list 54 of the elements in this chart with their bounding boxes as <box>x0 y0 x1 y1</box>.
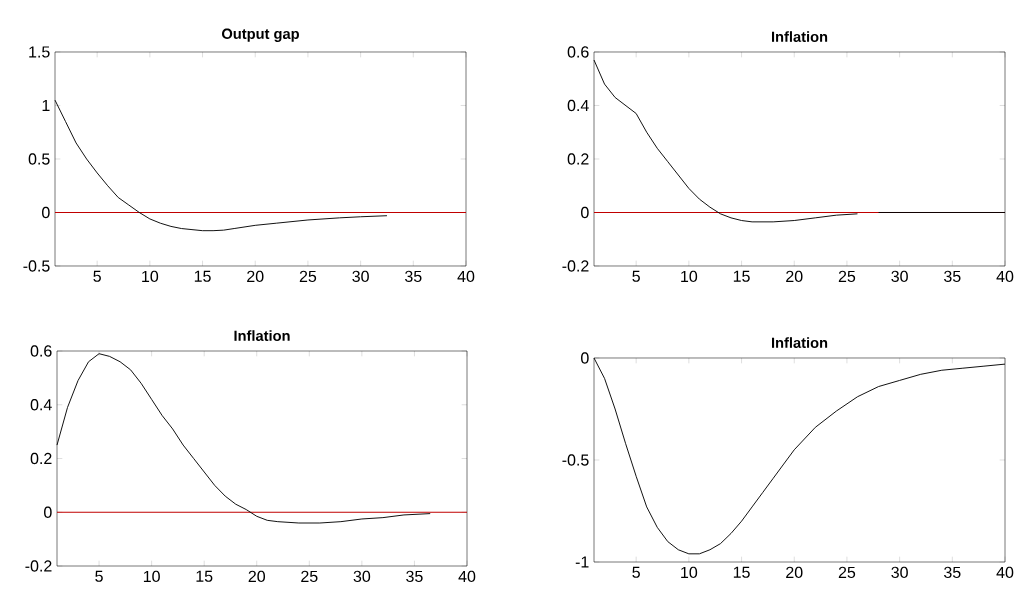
x-tick-label: 40 <box>458 570 476 583</box>
x-tick-label: 25 <box>838 566 856 579</box>
x-tick-label: 25 <box>299 270 317 283</box>
x-tick-label: 15 <box>194 270 211 282</box>
x-tick-label: 20 <box>248 570 266 583</box>
x-tick-label: 15 <box>196 570 213 582</box>
y-tick-label: 0 <box>581 352 589 364</box>
x-tick-label: 15 <box>733 566 750 578</box>
x-tick-label: 10 <box>142 270 159 283</box>
x-tick-label: 5 <box>632 566 640 578</box>
x-tick-label: 35 <box>406 570 423 583</box>
y-tick-label: 0.5 <box>28 153 50 165</box>
x-tick-label: 30 <box>891 566 908 579</box>
x-tick-label: 10 <box>143 570 160 583</box>
x-tick-label: 35 <box>944 566 961 579</box>
y-tick-label: -1 <box>575 556 589 568</box>
y-tick-label: 0 <box>44 506 52 518</box>
x-tick-label: 20 <box>786 270 803 283</box>
x-tick-label: 40 <box>996 566 1014 579</box>
y-tick-label: -0.2 <box>25 560 52 572</box>
y-tick-label: -0.2 <box>562 260 589 272</box>
x-tick-label: 5 <box>93 270 101 282</box>
x-tick-label: 10 <box>681 566 698 579</box>
y-tick-label: -0.5 <box>562 454 589 466</box>
chart-title: Inflation <box>234 330 290 341</box>
y-tick-label: -0.5 <box>23 260 50 272</box>
x-tick-label: 30 <box>352 270 369 283</box>
x-tick-label: 35 <box>405 270 422 283</box>
x-tick-label: 20 <box>786 566 803 579</box>
x-tick-label: 35 <box>944 270 961 283</box>
x-tick-label: 30 <box>353 570 371 583</box>
x-tick-label: 25 <box>301 570 318 583</box>
x-tick-label: 25 <box>838 270 856 283</box>
x-tick-label: 5 <box>632 270 640 282</box>
y-tick-label: 0 <box>581 206 589 219</box>
x-tick-label: 20 <box>247 270 264 283</box>
y-tick-label: 0.6 <box>30 345 52 357</box>
y-tick-label: 1 <box>42 100 50 111</box>
y-tick-label: 0 <box>42 206 50 219</box>
y-tick-label: 0.6 <box>567 46 589 58</box>
chart-title: Inflation <box>771 31 828 42</box>
x-tick-label: 40 <box>457 270 475 283</box>
chart-title: Output gap <box>222 28 299 42</box>
y-tick-label: 0.2 <box>567 153 589 165</box>
chart-title: Inflation <box>771 337 828 348</box>
y-tick-label: 0.4 <box>567 99 589 112</box>
x-tick-label: 40 <box>996 270 1014 283</box>
y-tick-label: 1.5 <box>29 46 50 58</box>
x-tick-label: 10 <box>681 270 698 283</box>
x-tick-label: 5 <box>95 570 103 582</box>
y-tick-label: 0.4 <box>30 399 52 411</box>
x-tick-label: 30 <box>891 270 908 283</box>
y-tick-label: 0.2 <box>30 452 52 465</box>
x-tick-label: 15 <box>733 270 750 282</box>
